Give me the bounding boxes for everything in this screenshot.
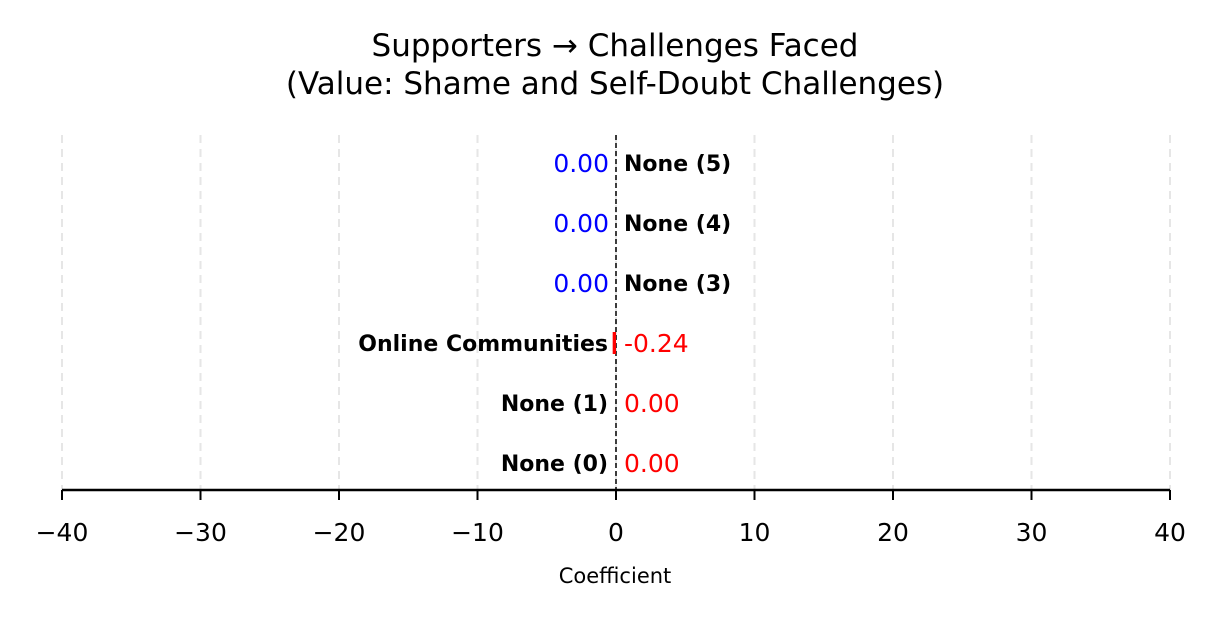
x-tick-label: 20	[877, 518, 909, 547]
x-tick-label: 10	[739, 518, 771, 547]
value-label: 0.00	[624, 389, 680, 418]
x-tick-label: −20	[313, 518, 366, 547]
value-label: 0.00	[553, 149, 609, 178]
grid-lines	[61, 135, 1171, 490]
bars	[612, 332, 616, 354]
x-tick-label: 0	[608, 518, 624, 547]
chart-subtitle: (Value: Shame and Self-Doubt Challenges)	[286, 66, 944, 102]
x-tick-label: −30	[174, 518, 227, 547]
bar	[612, 332, 616, 354]
x-tick-label: 30	[1016, 518, 1048, 547]
category-label: None (4)	[624, 212, 731, 237]
x-tick-label: −40	[36, 518, 89, 547]
category-label: Online Communities	[358, 332, 608, 357]
category-label: None (5)	[624, 152, 731, 177]
x-axis-label: Coefficient	[559, 564, 672, 588]
x-tick-label: −10	[451, 518, 504, 547]
value-label: 0.00	[624, 449, 680, 478]
value-label: 0.00	[553, 269, 609, 298]
category-label: None (3)	[624, 272, 731, 297]
x-axis: −40 −30 −20 −10 0 10 20 30 40	[36, 488, 1186, 547]
category-label: None (1)	[501, 392, 608, 417]
row-labels: None (5) 0.00 None (4) 0.00 None (3) 0.00 Onli…	[358, 149, 731, 478]
value-label: 0.00	[553, 209, 609, 238]
value-label: -0.24	[624, 329, 689, 358]
x-tick-label: 40	[1154, 518, 1186, 547]
chart-title: Supporters → Challenges Faced	[372, 28, 859, 64]
category-label: None (0)	[501, 452, 608, 477]
